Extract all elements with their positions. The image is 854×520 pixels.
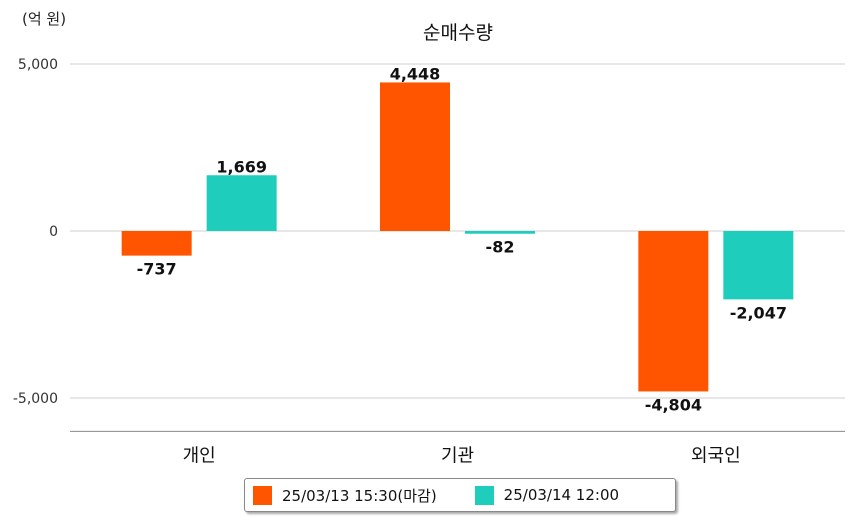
bar-series-1[interactable] [638, 231, 709, 392]
legend-item-series-1[interactable]: 25/03/13 15:30(마감) [253, 485, 437, 506]
y-tick-label: -5,000 [13, 391, 58, 407]
data-label: -737 [137, 260, 177, 279]
legend-label-series-1: 25/03/13 15:30(마감) [282, 486, 437, 505]
data-label: 4,448 [390, 64, 441, 83]
data-label: -4,804 [645, 395, 702, 414]
data-label: -2,047 [730, 303, 787, 322]
category-label: 외국인 [691, 445, 741, 466]
legend-swatch-series-2 [474, 485, 494, 505]
legend-label-series-2: 25/03/14 12:00 [503, 486, 620, 504]
bar-series-1[interactable] [380, 82, 450, 231]
legend-swatch-series-1 [253, 485, 272, 505]
data-label: 1,669 [216, 157, 267, 176]
legend-item-series-2[interactable]: 25/03/14 12:00 [474, 485, 620, 505]
legend: 25/03/13 15:30(마감) 25/03/14 12:00 [244, 478, 676, 512]
data-label: -82 [486, 238, 515, 257]
bar-series-1[interactable] [121, 231, 192, 256]
category-label: 개인 [183, 445, 216, 466]
bar-series-2[interactable] [723, 231, 794, 300]
bar-series-2[interactable] [206, 175, 277, 231]
unit-label: (억 원) [22, 10, 67, 28]
y-tick-label: 0 [49, 224, 58, 240]
bar-series-2[interactable] [465, 231, 535, 234]
chart-title: 순매수량 [423, 22, 493, 44]
category-label: 기관 [441, 445, 474, 466]
y-tick-label: 5,000 [18, 57, 58, 73]
